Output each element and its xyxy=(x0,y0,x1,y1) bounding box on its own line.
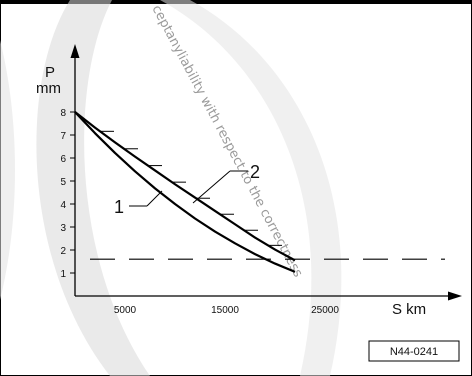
x-tick-label: 25000 xyxy=(311,305,339,316)
callout-1-label: 1 xyxy=(114,197,124,217)
x-axis-arrow xyxy=(448,291,462,301)
x-ticks: 5000 15000 25000 xyxy=(114,305,339,316)
callout-2-leader-diag xyxy=(192,170,231,204)
y-axis-title: P xyxy=(45,64,55,81)
y-tick-label: 3 xyxy=(60,223,66,234)
watermark-arc-inner xyxy=(160,0,342,376)
y-tick-label: 6 xyxy=(60,154,66,165)
y-tick-label: 4 xyxy=(60,200,66,211)
x-tick-label: 5000 xyxy=(114,305,137,316)
x-axis-title: S km xyxy=(392,301,426,318)
y-tick-label: 8 xyxy=(60,108,66,119)
y-tick-label: 2 xyxy=(60,246,66,257)
wear-curve-1 xyxy=(74,111,296,273)
y-axis-arrow xyxy=(70,44,80,58)
wear-curves xyxy=(74,111,296,273)
callout-1-leader-diag xyxy=(146,190,163,207)
watermark-arc-small xyxy=(0,40,15,300)
y-tick-label: 7 xyxy=(60,131,66,142)
reference-code-label: N44-0241 xyxy=(390,346,438,358)
x-tick-label: 15000 xyxy=(211,305,239,316)
callout-2: 2 xyxy=(192,162,260,204)
wear-band-hatching xyxy=(100,130,282,246)
wear-curve-2 xyxy=(74,111,296,262)
callout-2-label: 2 xyxy=(250,162,260,182)
reference-code-border xyxy=(368,340,460,362)
y-axis-unit: mm xyxy=(36,80,61,97)
y-tick-label: 1 xyxy=(60,269,66,280)
y-tick-label: 5 xyxy=(60,177,66,188)
watermark-arc-outer xyxy=(36,0,150,376)
reference-code-box: N44-0241 xyxy=(368,340,460,362)
y-ticks: 1 2 3 4 5 6 7 8 xyxy=(60,108,75,280)
callout-1: 1 xyxy=(114,190,163,217)
